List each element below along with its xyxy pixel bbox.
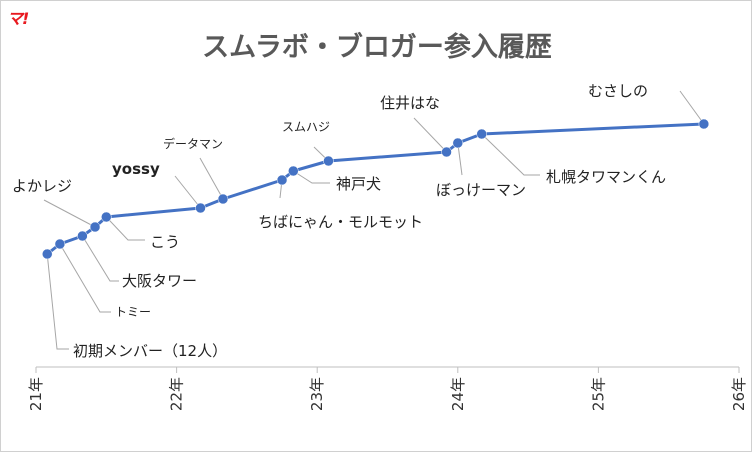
data-markers (41, 118, 710, 260)
x-tick-label: 26年 (730, 377, 748, 411)
data-point (698, 118, 710, 130)
x-tick-label: 25年 (589, 377, 607, 411)
data-label: 札幌タワマンくん (546, 168, 666, 186)
x-tick-label: 23年 (308, 377, 326, 411)
data-point (195, 202, 206, 214)
leader-line (81, 235, 119, 282)
leader-line (105, 216, 145, 241)
data-point (77, 230, 88, 242)
brand-logo: マ! (7, 9, 29, 28)
data-label: 神戸犬 (336, 175, 381, 193)
data-point (452, 137, 464, 149)
data-label: 大阪タワー (122, 272, 197, 290)
x-axis: 21年 22年 23年 24年 25年 26年 (27, 366, 748, 411)
data-label: ぼっけーマン (436, 181, 526, 199)
data-point (54, 238, 66, 250)
data-point (288, 165, 299, 177)
data-point (41, 248, 53, 260)
data-point (476, 128, 487, 140)
data-point (441, 146, 452, 158)
data-point (89, 221, 101, 233)
x-tick-label: 21年 (27, 377, 45, 411)
leader-line (46, 253, 69, 350)
data-point (276, 174, 288, 186)
data-label: むさしの (588, 82, 648, 100)
data-label: よかレジ (12, 177, 72, 195)
data-label: スムハジ (282, 120, 330, 134)
data-label: 住井はな (380, 94, 440, 112)
data-point (217, 193, 229, 205)
leader-line (43, 199, 96, 228)
data-point (323, 155, 334, 167)
data-label: トミー (115, 305, 151, 319)
leader-lines (43, 90, 705, 350)
data-label: こう (150, 233, 180, 251)
data-label: データマン (163, 136, 223, 151)
leader-line (679, 90, 705, 125)
x-tick-label: 22年 (168, 377, 186, 411)
x-tick-label: 24年 (449, 377, 467, 411)
leader-line (293, 170, 330, 184)
data-label: 初期メンバー（12人） (73, 342, 227, 360)
data-label: yossy (112, 160, 160, 178)
data-label: ちばにゃん・モルモット (258, 213, 423, 231)
data-point (101, 211, 112, 223)
leader-line (413, 117, 447, 153)
leader-line (199, 157, 224, 200)
leader-line (174, 175, 201, 209)
leader-line (481, 133, 540, 176)
leader-line (59, 243, 111, 313)
leader-line (457, 142, 463, 176)
chart-title: スムラボ・ブロガー参入履歴 (202, 32, 552, 63)
